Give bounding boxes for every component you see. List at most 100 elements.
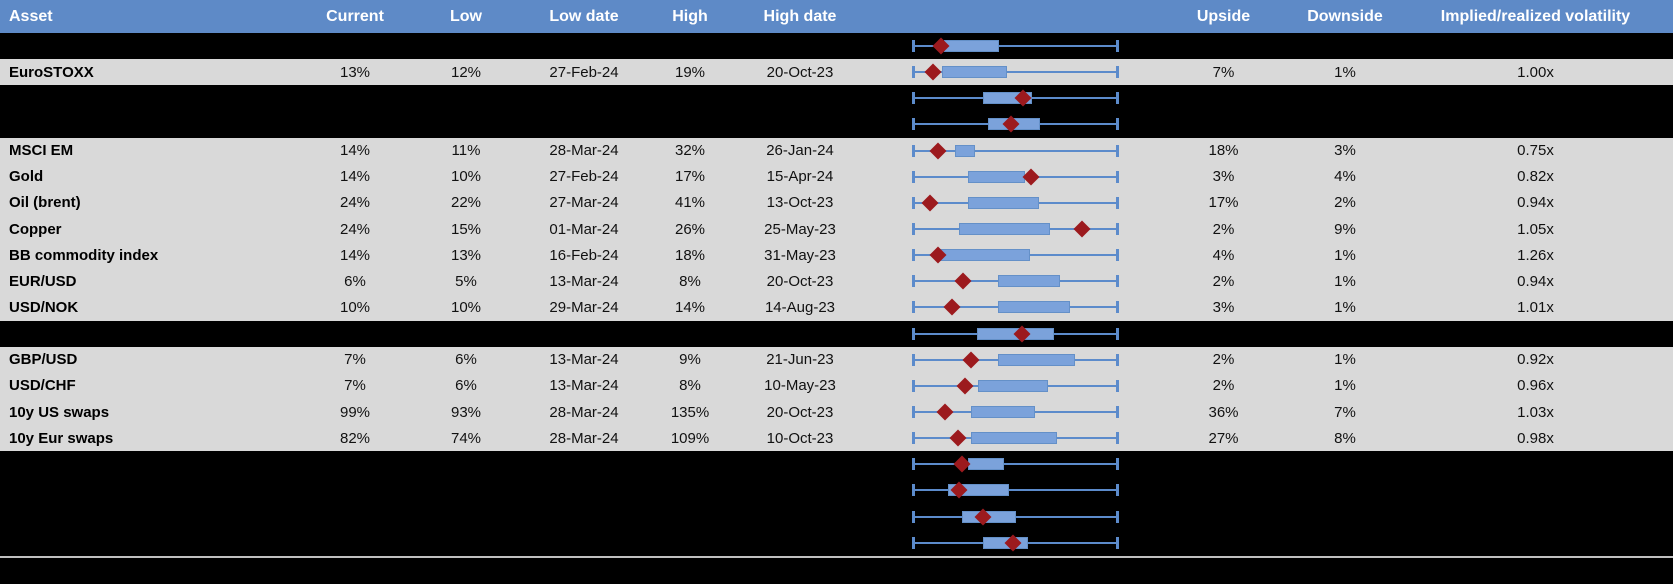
cell-asset-name: GBP/USD <box>9 351 78 369</box>
cell-asset-name <box>0 451 290 477</box>
table-row: Oil (brent) 24% 22% 27-Mar-24 41% 13-Oct… <box>0 189 1673 216</box>
cell-current <box>290 477 420 503</box>
boxplot-box <box>971 406 1035 419</box>
whisker-cap-right-icon <box>1116 223 1119 236</box>
current-marker-diamond-icon <box>956 377 974 395</box>
cell-high <box>656 477 724 503</box>
boxplot-box <box>955 144 976 157</box>
cell-high-date: 10-May-23 <box>764 377 836 395</box>
cell-low <box>420 321 512 347</box>
boxplot-track <box>912 347 1119 373</box>
table-body: EuroSTOXX 13% 12% 27-Feb-24 19% 20-Oct-2… <box>0 33 1673 556</box>
cell-low-date: 27-Feb-24 <box>549 63 619 81</box>
cell-range-chart <box>876 321 1155 347</box>
cell-high-date <box>724 321 876 347</box>
boxplot-box <box>943 40 1000 53</box>
cell-high-date: 13-Oct-23 <box>766 194 834 212</box>
cell-downside <box>1292 477 1398 503</box>
whisker-cap-right-icon <box>1116 484 1119 497</box>
cell-implied-realized <box>1398 33 1673 59</box>
cell-implied-realized: 0.98x <box>1517 429 1554 447</box>
whisker-cap-right-icon <box>1116 144 1119 157</box>
cell-implied-realized <box>1398 530 1673 556</box>
table-row <box>0 320 1673 347</box>
cell-low <box>420 451 512 477</box>
cell-asset-name <box>0 111 290 137</box>
column-header-implied-realized-volatility: Implied/realized volatility <box>1440 7 1631 25</box>
cell-downside: 2% <box>1334 194 1356 212</box>
current-marker-diamond-icon <box>1073 220 1091 238</box>
boxplot-track <box>912 111 1119 137</box>
whisker-cap-right-icon <box>1116 510 1119 523</box>
cell-downside <box>1292 530 1398 556</box>
cell-implied-realized <box>1398 451 1673 477</box>
cell-high-date <box>724 451 876 477</box>
cell-range-chart <box>876 111 1155 137</box>
current-marker-diamond-icon <box>954 272 972 290</box>
cell-implied-realized: 1.01x <box>1517 298 1554 316</box>
cell-high: 17% <box>674 168 706 186</box>
table-row: EuroSTOXX 13% 12% 27-Feb-24 19% 20-Oct-2… <box>0 59 1673 86</box>
whisker-cap-left-icon <box>912 301 915 314</box>
column-header-upside: Upside <box>1196 7 1251 25</box>
cell-downside: 3% <box>1334 142 1356 160</box>
cell-low-date <box>512 530 656 556</box>
whisker-cap-left-icon <box>912 170 915 183</box>
cell-low-date: 13-Mar-24 <box>549 377 619 395</box>
whisker-cap-left-icon <box>912 432 915 445</box>
cell-current: 7% <box>344 377 366 395</box>
cell-current: 82% <box>339 429 371 447</box>
whisker-cap-left-icon <box>912 40 915 53</box>
cell-low-date <box>512 477 656 503</box>
whisker-cap-right-icon <box>1116 170 1119 183</box>
cell-high-date: 20-Oct-23 <box>766 403 834 421</box>
cell-range-chart <box>876 530 1155 556</box>
cell-low: 11% <box>451 142 481 160</box>
cell-high: 8% <box>679 272 701 290</box>
cell-low-date: 28-Mar-24 <box>549 429 619 447</box>
whisker-cap-left-icon <box>912 66 915 79</box>
boxplot-track <box>912 294 1119 320</box>
cell-implied-realized: 0.92x <box>1517 351 1554 369</box>
cell-implied-realized: 0.94x <box>1517 272 1554 290</box>
cell-low: 6% <box>455 377 477 395</box>
whisker-cap-left-icon <box>912 484 915 497</box>
cell-high <box>656 530 724 556</box>
boxplot-box <box>941 66 1008 79</box>
boxplot-track <box>912 59 1119 85</box>
boxplot-box <box>998 275 1060 288</box>
cell-asset-name: USD/NOK <box>9 298 79 316</box>
whisker-line <box>913 489 1118 492</box>
cell-downside: 8% <box>1334 429 1356 447</box>
cell-downside: 1% <box>1334 272 1356 290</box>
cell-range-chart <box>876 399 1155 425</box>
cell-upside: 18% <box>1208 142 1239 160</box>
cell-high: 32% <box>674 142 706 160</box>
cell-asset-name <box>0 477 290 503</box>
cell-upside: 3% <box>1212 298 1235 316</box>
cell-range-chart <box>876 477 1155 503</box>
cell-current <box>290 33 420 59</box>
cell-downside: 7% <box>1334 403 1356 421</box>
whisker-cap-left-icon <box>912 379 915 392</box>
cell-asset-name: USD/CHF <box>9 377 76 395</box>
whisker-cap-right-icon <box>1116 432 1119 445</box>
cell-high-date: 14-Aug-23 <box>764 298 836 316</box>
whisker-cap-left-icon <box>912 510 915 523</box>
cell-high: 8% <box>679 377 701 395</box>
cell-current <box>290 504 420 530</box>
cell-implied-realized: 0.75x <box>1517 142 1554 160</box>
boxplot-track <box>912 373 1119 399</box>
cell-low <box>420 85 512 111</box>
current-marker-diamond-icon <box>929 142 947 160</box>
cell-implied-realized <box>1398 111 1673 137</box>
cell-downside: 4% <box>1334 168 1356 186</box>
cell-downside: 1% <box>1334 246 1356 264</box>
cell-high-date: 31-May-23 <box>764 246 836 264</box>
cell-implied-realized: 1.05x <box>1517 220 1554 238</box>
cell-asset-name: 10y Eur swaps <box>9 429 114 447</box>
cell-upside <box>1155 85 1292 111</box>
cell-current: 7% <box>344 351 366 369</box>
cell-low-date: 13-Mar-24 <box>549 272 619 290</box>
boxplot-box <box>940 249 1030 262</box>
